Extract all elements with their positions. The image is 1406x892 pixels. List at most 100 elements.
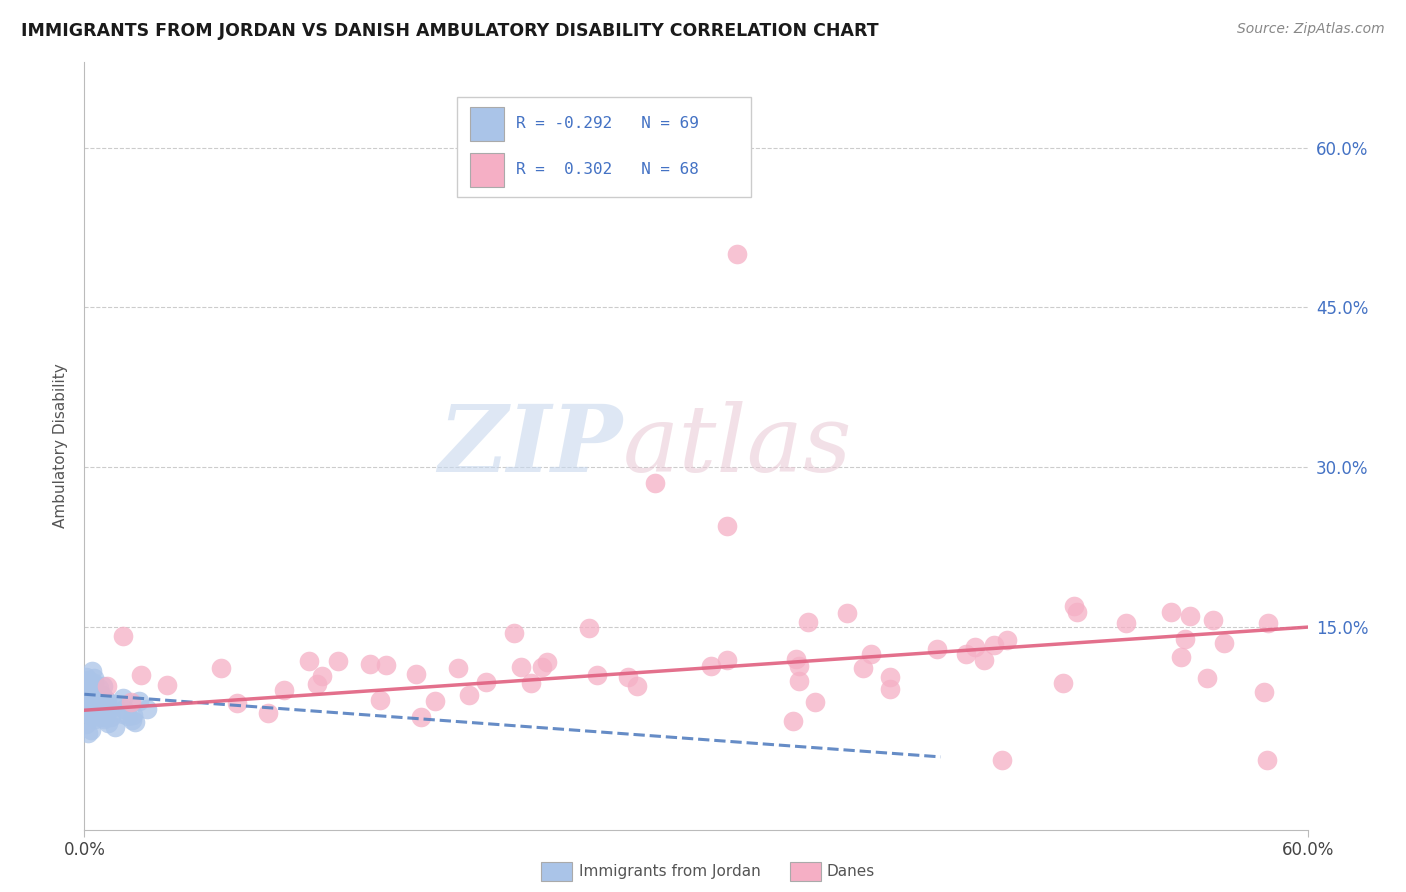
Point xyxy=(83,690,105,704)
Text: Source: ZipAtlas.com: Source: ZipAtlas.com xyxy=(1237,22,1385,37)
Point xyxy=(75,677,97,691)
Point xyxy=(955,647,977,661)
Point xyxy=(1063,599,1085,613)
Point xyxy=(716,653,738,667)
Point xyxy=(76,690,98,704)
Point xyxy=(458,688,481,702)
Point xyxy=(79,698,101,713)
FancyBboxPatch shape xyxy=(457,97,751,197)
Point xyxy=(96,694,118,708)
Point xyxy=(305,677,328,691)
Text: atlas: atlas xyxy=(623,401,852,491)
Point xyxy=(991,753,1014,767)
Point xyxy=(98,703,121,717)
Point xyxy=(879,682,901,697)
Point xyxy=(257,706,280,720)
Point xyxy=(782,714,804,729)
Point xyxy=(359,657,381,671)
Text: R =  0.302   N = 68: R = 0.302 N = 68 xyxy=(516,162,699,178)
Point xyxy=(925,642,948,657)
Point xyxy=(1174,632,1197,646)
Point xyxy=(80,685,103,699)
Point xyxy=(1066,605,1088,619)
Point xyxy=(112,690,135,705)
Point xyxy=(121,713,143,727)
Point xyxy=(83,698,105,712)
Point xyxy=(82,699,104,714)
Point xyxy=(644,476,666,491)
Text: IMMIGRANTS FROM JORDAN VS DANISH AMBULATORY DISABILITY CORRELATION CHART: IMMIGRANTS FROM JORDAN VS DANISH AMBULAT… xyxy=(21,22,879,40)
Point xyxy=(83,676,105,690)
Bar xyxy=(470,153,503,187)
Point xyxy=(80,680,103,694)
Point xyxy=(995,632,1018,647)
Point xyxy=(405,667,427,681)
Point xyxy=(76,681,98,696)
Point xyxy=(104,720,127,734)
Point xyxy=(79,707,101,722)
Point xyxy=(374,657,396,672)
Point xyxy=(82,695,104,709)
Point xyxy=(83,698,105,712)
Point xyxy=(879,670,901,684)
Point xyxy=(111,706,134,721)
Point xyxy=(79,723,101,738)
Point xyxy=(90,707,112,722)
Point xyxy=(475,675,498,690)
Text: Immigrants from Jordan: Immigrants from Jordan xyxy=(579,864,761,879)
Point xyxy=(120,695,142,709)
Point xyxy=(86,704,108,718)
Point xyxy=(77,694,100,708)
Point xyxy=(86,701,108,715)
Point xyxy=(82,708,104,723)
Point xyxy=(112,702,135,716)
Point xyxy=(100,710,122,724)
Point xyxy=(423,694,446,708)
Point xyxy=(716,519,738,533)
Point xyxy=(87,694,110,708)
Point xyxy=(80,707,103,722)
Text: ZIP: ZIP xyxy=(439,401,623,491)
Point xyxy=(122,708,145,723)
Point xyxy=(1052,676,1074,690)
Point xyxy=(852,661,875,675)
Point xyxy=(1202,613,1225,627)
Point xyxy=(84,712,107,726)
Point xyxy=(86,687,108,701)
Point xyxy=(93,712,115,726)
Point xyxy=(84,700,107,714)
Point xyxy=(578,621,600,635)
Point xyxy=(1213,636,1236,650)
Point xyxy=(86,685,108,699)
Point xyxy=(789,659,811,673)
Point xyxy=(84,709,107,723)
Point xyxy=(1115,615,1137,630)
Point xyxy=(79,681,101,695)
Point xyxy=(156,678,179,692)
Point xyxy=(785,652,807,666)
Point xyxy=(368,693,391,707)
Point xyxy=(973,653,995,667)
Point xyxy=(77,691,100,706)
Point xyxy=(94,706,117,720)
Point xyxy=(699,659,721,673)
Point xyxy=(965,640,987,655)
Point xyxy=(135,702,157,716)
Point xyxy=(91,709,114,723)
Point xyxy=(1170,650,1192,665)
Y-axis label: Ambulatory Disability: Ambulatory Disability xyxy=(53,364,69,528)
Point xyxy=(82,709,104,723)
Point xyxy=(226,696,249,710)
Point xyxy=(311,669,333,683)
Point xyxy=(96,679,118,693)
Point xyxy=(75,675,97,690)
Point xyxy=(510,660,533,674)
Point xyxy=(273,682,295,697)
Point xyxy=(117,708,139,723)
Point xyxy=(103,697,125,711)
Bar xyxy=(470,106,503,141)
Point xyxy=(82,691,104,706)
Point xyxy=(411,710,433,724)
Point xyxy=(93,692,115,706)
Point xyxy=(617,670,640,684)
